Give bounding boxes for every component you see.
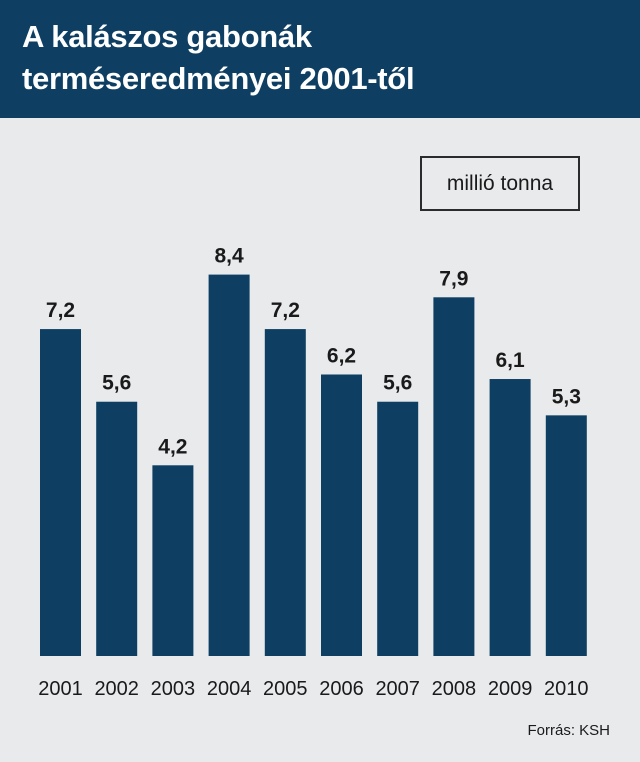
x-tick-2010: 2010: [544, 678, 589, 700]
value-label-2008: 7,9: [439, 267, 468, 290]
bar-chart: 7,2 2001 5,6 2002 4,2 2003 8,4 2004 7,2 2005 6,2 20…: [38, 245, 589, 700]
value-label-2005: 7,2: [271, 299, 300, 322]
bar-2004: [208, 274, 250, 656]
value-label-2007: 5,6: [383, 372, 412, 395]
value-label-2002: 5,6: [102, 372, 131, 395]
x-tick-2008: 2008: [432, 678, 477, 700]
title-line-2: terméseredményei 2001-től: [22, 61, 415, 96]
source-note: Forrás: KSH: [527, 722, 610, 739]
x-tick-2003: 2003: [151, 678, 196, 700]
title-banner: A kalászos gabonák terméseredményei 2001…: [0, 0, 640, 118]
x-tick-2002: 2002: [94, 678, 139, 700]
unit-label: millió tonna: [446, 171, 554, 195]
bar-2005: [264, 329, 306, 656]
value-label-2003: 4,2: [158, 435, 187, 458]
bar-2002: [96, 401, 138, 656]
bar-2003: [152, 465, 194, 656]
x-tick-2001: 2001: [38, 678, 83, 700]
chart-title: A kalászos gabonák terméseredményei 2001…: [22, 16, 612, 100]
x-tick-2007: 2007: [375, 678, 420, 700]
title-line-1: A kalászos gabonák: [22, 19, 312, 54]
bar-2006: [321, 374, 362, 656]
value-label-2001: 7,2: [46, 299, 75, 322]
bar-2009: [489, 379, 531, 656]
value-label-2006: 6,2: [327, 344, 356, 367]
bar-2001: [40, 329, 81, 656]
bar-2010: [545, 415, 587, 656]
value-label-2010: 5,3: [552, 385, 581, 408]
x-tick-2006: 2006: [319, 678, 364, 700]
bar-2007: [377, 401, 419, 656]
x-tick-2005: 2005: [263, 678, 308, 700]
bar-2008: [433, 297, 475, 656]
value-label-2009: 6,1: [495, 349, 525, 372]
unit-label-box: millió tonna: [420, 156, 580, 211]
x-tick-2004: 2004: [207, 678, 252, 700]
value-label-2004: 8,4: [214, 245, 244, 268]
x-tick-2009: 2009: [488, 678, 533, 700]
